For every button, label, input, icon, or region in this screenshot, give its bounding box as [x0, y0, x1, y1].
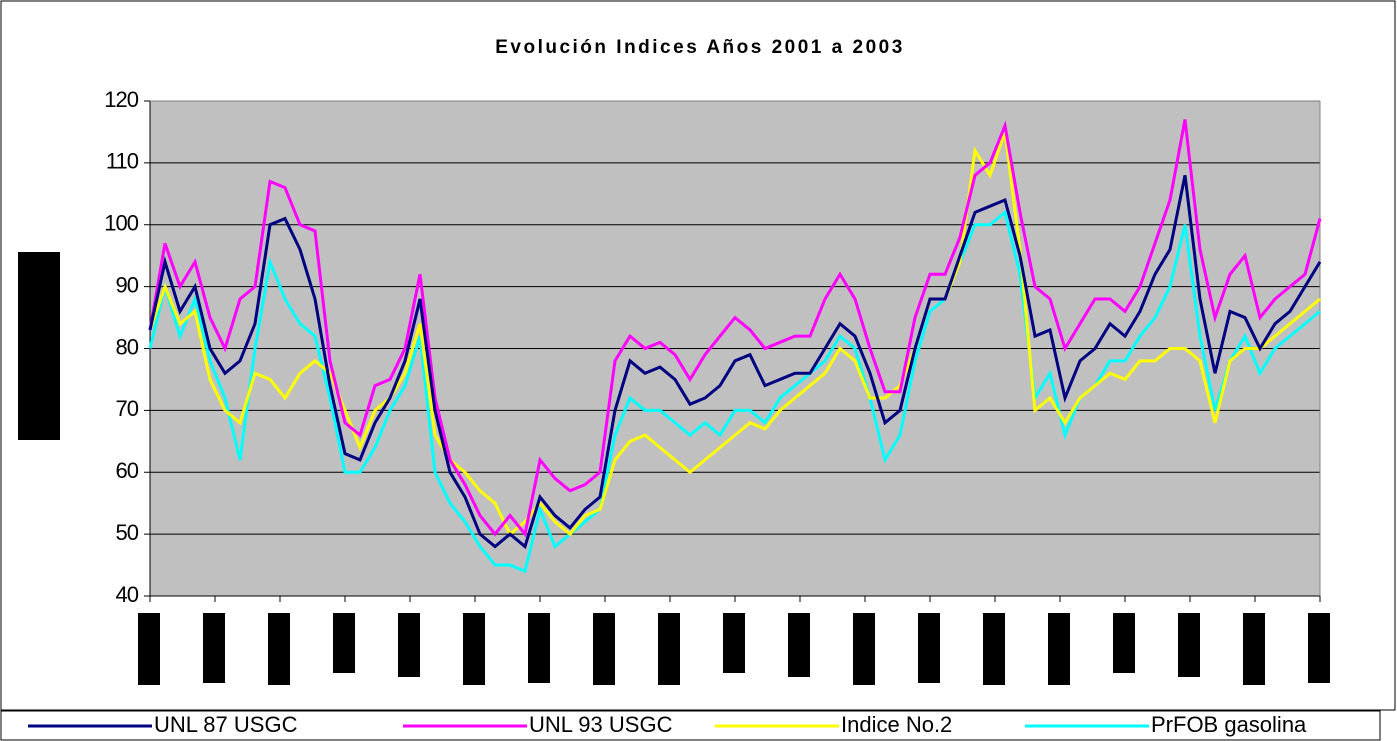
redacted-x-label	[463, 613, 485, 685]
redacted-x-label	[1113, 613, 1135, 673]
x-axis-labels	[138, 613, 1330, 685]
y-tick-label: 120	[104, 87, 138, 112]
y-tick-label: 50	[116, 520, 139, 545]
series-line	[148, 131, 1321, 537]
redacted-x-label	[723, 613, 745, 673]
redacted-x-label	[983, 613, 1005, 685]
series-line	[148, 174, 1322, 550]
legend	[0, 710, 1381, 741]
legend-label: UNL 87 USGC	[154, 712, 298, 737]
y-tick-label: 100	[104, 211, 138, 236]
redacted-x-label	[1243, 613, 1265, 685]
legend-label: PrFOB gasolina	[1151, 712, 1307, 737]
redacted-x-label	[1178, 613, 1200, 677]
redacted-x-label	[528, 613, 550, 683]
redacted-x-label	[1308, 613, 1330, 683]
redacted-x-label	[593, 613, 615, 685]
redacted-x-label	[658, 613, 680, 685]
redacted-x-label	[853, 613, 875, 685]
redacted-x-label	[268, 613, 290, 685]
series-line	[148, 119, 1322, 538]
y-tick-label: 40	[116, 582, 139, 607]
legend-label: Indice No.2	[841, 712, 952, 737]
redacted-axis-title	[18, 252, 60, 440]
legend-label: UNL 93 USGC	[529, 712, 673, 737]
y-tick-label: 60	[116, 458, 139, 483]
y-tick-label: 90	[116, 272, 139, 297]
redacted-x-label	[788, 613, 810, 677]
redacted-x-label	[918, 613, 940, 683]
redacted-x-label	[138, 613, 160, 685]
series-line	[148, 209, 1321, 574]
y-tick-label: 70	[116, 396, 139, 421]
redacted-x-label	[1048, 613, 1070, 685]
redacted-x-label	[333, 613, 355, 673]
y-tick-label: 80	[116, 334, 139, 359]
chart-title: Evolución Indices Años 2001 a 2003	[495, 37, 905, 58]
y-tick-label: 110	[106, 149, 139, 174]
redacted-x-label	[203, 613, 225, 683]
redacted-x-label	[398, 613, 420, 677]
